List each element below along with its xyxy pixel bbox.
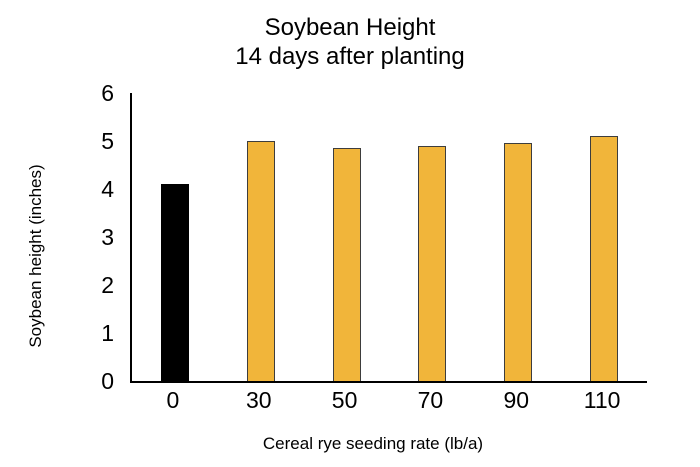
bar-30 (246, 141, 275, 381)
chart-title: Soybean Height (264, 14, 436, 41)
x-tick-label-70: 70 (417, 387, 444, 413)
x-tick-label-110: 110 (583, 387, 621, 413)
y-tick-label-4: 4 (101, 176, 114, 202)
chart-subtitle: 14 days after planting (235, 43, 465, 70)
y-axis-title: Soybean height (inches) (26, 164, 45, 348)
x-tick-label-30: 30 (245, 387, 272, 413)
bar-0 (160, 184, 189, 381)
plot-area (130, 93, 647, 383)
bar-90 (504, 143, 533, 381)
y-tick-label-3: 3 (101, 224, 114, 250)
x-tick-label-0: 0 (166, 387, 180, 413)
y-tick-label-5: 5 (101, 128, 114, 154)
bar-50 (332, 148, 361, 381)
y-tick-label-1: 1 (101, 320, 114, 346)
x-tick-label-90: 90 (503, 387, 530, 413)
chart-title-block: Soybean Height 14 days after planting (0, 13, 700, 71)
y-tick-label-2: 2 (101, 272, 114, 298)
x-tick-label-50: 50 (331, 387, 358, 413)
bar-70 (418, 145, 447, 381)
bar-110 (590, 136, 619, 381)
x-axis-title: Cereal rye seeding rate (lb/a) (262, 434, 484, 453)
y-tick-label-6: 6 (101, 80, 114, 106)
y-tick-label-0: 0 (101, 368, 114, 394)
